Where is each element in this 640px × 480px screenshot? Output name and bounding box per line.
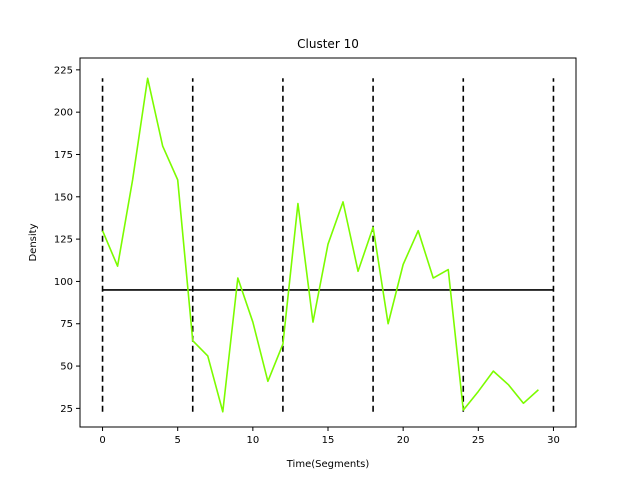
y-axis-title: Density: [28, 223, 39, 261]
y-tick-label: 75: [60, 319, 73, 330]
y-tick-label: 150: [54, 192, 73, 203]
y-tick-label: 200: [54, 108, 73, 119]
y-axis: 25 50 75 100 125 150 175 200 225: [54, 65, 80, 415]
y-tick-label: 25: [60, 404, 73, 415]
series-line: [101, 77, 539, 413]
x-axis: 0 5 10 15 20 25 30: [99, 427, 560, 446]
x-tick-label: 20: [397, 435, 410, 446]
y-tick-label: 100: [54, 277, 73, 288]
y-tick-label: 175: [54, 150, 73, 161]
x-axis-title: Time(Segments): [286, 459, 370, 470]
segment-markers: [101, 78, 555, 412]
chart-title: Cluster 10: [297, 37, 359, 51]
y-tick-label: 125: [54, 235, 73, 246]
y-tick-label: 225: [54, 65, 73, 76]
x-tick-label: 0: [99, 435, 105, 446]
x-tick-label: 30: [547, 435, 560, 446]
x-tick-label: 15: [322, 435, 335, 446]
x-tick-label: 5: [175, 435, 181, 446]
y-tick-label: 50: [60, 362, 73, 373]
x-tick-label: 10: [246, 435, 259, 446]
x-tick-label: 25: [472, 435, 485, 446]
